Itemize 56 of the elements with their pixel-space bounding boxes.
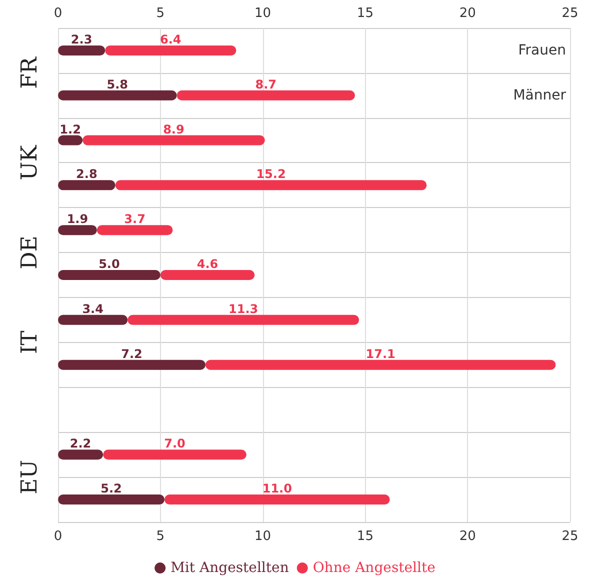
bar [176, 90, 355, 100]
data-label: 3.7 [124, 212, 146, 226]
data-label: 3.4 [82, 302, 104, 316]
data-label: 2.8 [76, 167, 98, 182]
x2-tick-label: 20 [459, 529, 476, 544]
x-tick-label: 20 [459, 6, 476, 21]
data-label: 8.9 [163, 122, 184, 136]
bar [115, 180, 427, 190]
text: EU [18, 460, 42, 494]
x2-tick-label: 5 [156, 529, 165, 544]
x-tick-label: 0 [54, 6, 62, 21]
annotation: Frauen [518, 42, 566, 58]
data-label: 1.9 [66, 212, 88, 226]
bar [58, 225, 97, 236]
x2-tick-label: 15 [356, 529, 374, 544]
x2-tick-label: 10 [254, 529, 272, 544]
data-label: 17.1 [366, 346, 396, 361]
legend-label: Ohne Angestellte [312, 560, 436, 576]
data-label: 7.0 [164, 436, 186, 451]
data-label: 6.4 [160, 32, 182, 46]
x-tick-label: 10 [254, 6, 272, 21]
bar [82, 135, 265, 146]
text: UK [18, 144, 42, 180]
bar [128, 314, 360, 325]
bar [205, 360, 556, 370]
bar [58, 314, 128, 325]
x-tick-label: 5 [156, 6, 165, 21]
bar [58, 90, 177, 100]
legend-label: Mit Angestellten [170, 560, 289, 576]
data-label: 7.2 [121, 346, 142, 361]
bar [105, 45, 236, 56]
data-label: 11.3 [228, 302, 258, 316]
data-label: 1.2 [60, 122, 81, 136]
text: FR [18, 56, 42, 89]
data-label: 5.8 [106, 77, 128, 92]
bar [58, 45, 106, 56]
data-label: 5.2 [100, 482, 122, 496]
data-label: 15.2 [256, 167, 286, 182]
annotation: Männer [513, 87, 566, 104]
text: DE [18, 236, 42, 270]
data-label: 2.3 [70, 32, 92, 46]
x-tick-label: 15 [356, 6, 374, 21]
data-label: 11.0 [262, 482, 292, 496]
text: IT [18, 330, 42, 354]
x-tick-label: 25 [562, 6, 578, 21]
bar [160, 270, 255, 280]
bar [58, 180, 116, 190]
bar [58, 360, 206, 370]
bar [96, 225, 173, 236]
data-label: 5.0 [98, 257, 120, 271]
x2-tick-label: 0 [54, 529, 62, 544]
x2-tick-label: 25 [562, 529, 578, 544]
data-label: 4.6 [196, 257, 218, 271]
data-label: 8.7 [255, 77, 277, 92]
data-label: 2.2 [70, 436, 92, 451]
bar [58, 270, 160, 280]
